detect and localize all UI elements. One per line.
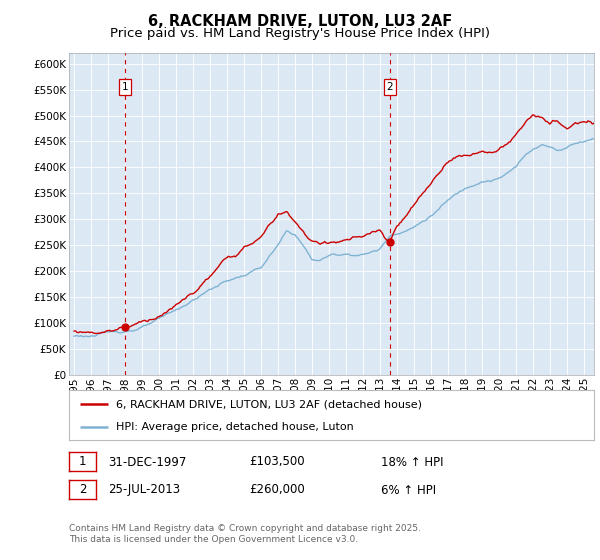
Text: 6, RACKHAM DRIVE, LUTON, LU3 2AF: 6, RACKHAM DRIVE, LUTON, LU3 2AF: [148, 14, 452, 29]
Text: £260,000: £260,000: [249, 483, 305, 497]
Text: 2: 2: [79, 483, 86, 496]
Text: 31-DEC-1997: 31-DEC-1997: [108, 455, 187, 469]
Text: 6, RACKHAM DRIVE, LUTON, LU3 2AF (detached house): 6, RACKHAM DRIVE, LUTON, LU3 2AF (detach…: [116, 399, 422, 409]
Text: 18% ↑ HPI: 18% ↑ HPI: [381, 455, 443, 469]
Text: 1: 1: [122, 82, 128, 92]
Text: 2: 2: [386, 82, 393, 92]
Text: Price paid vs. HM Land Registry's House Price Index (HPI): Price paid vs. HM Land Registry's House …: [110, 27, 490, 40]
Text: HPI: Average price, detached house, Luton: HPI: Average price, detached house, Luto…: [116, 422, 354, 432]
Text: 6% ↑ HPI: 6% ↑ HPI: [381, 483, 436, 497]
Text: 25-JUL-2013: 25-JUL-2013: [108, 483, 180, 497]
Text: Contains HM Land Registry data © Crown copyright and database right 2025.
This d: Contains HM Land Registry data © Crown c…: [69, 524, 421, 544]
Text: £103,500: £103,500: [249, 455, 305, 469]
Text: 1: 1: [79, 455, 86, 468]
